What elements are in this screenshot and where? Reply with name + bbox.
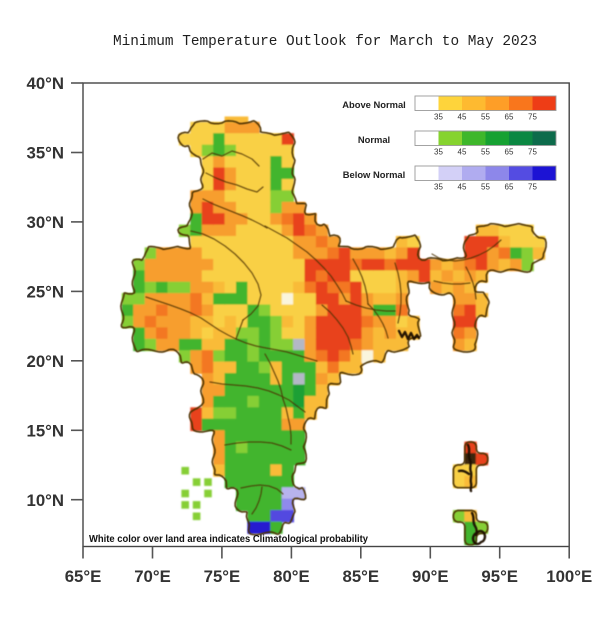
svg-text:Normal: Normal bbox=[358, 134, 390, 145]
svg-text:85°E: 85°E bbox=[343, 567, 380, 586]
svg-text:10°N: 10°N bbox=[27, 491, 65, 510]
svg-text:Below Normal: Below Normal bbox=[343, 169, 406, 180]
svg-text:35: 35 bbox=[434, 148, 443, 157]
svg-text:45: 45 bbox=[458, 183, 467, 192]
svg-text:75°E: 75°E bbox=[204, 567, 241, 586]
svg-text:25°N: 25°N bbox=[27, 283, 65, 302]
svg-text:55: 55 bbox=[481, 148, 490, 157]
svg-text:55: 55 bbox=[481, 183, 490, 192]
svg-text:65: 65 bbox=[505, 113, 514, 122]
svg-text:75: 75 bbox=[528, 113, 537, 122]
svg-text:Minimum Temperature Outlook fo: Minimum Temperature Outlook for March to… bbox=[113, 33, 537, 50]
svg-text:75: 75 bbox=[528, 148, 537, 157]
svg-text:15°N: 15°N bbox=[27, 422, 65, 441]
svg-text:95°E: 95°E bbox=[481, 567, 518, 586]
svg-text:45: 45 bbox=[458, 113, 467, 122]
svg-text:65: 65 bbox=[505, 148, 514, 157]
svg-text:55: 55 bbox=[481, 113, 490, 122]
svg-text:White color over land area ind: White color over land area indicates Cli… bbox=[89, 534, 368, 545]
svg-text:70°E: 70°E bbox=[134, 567, 171, 586]
svg-text:80°E: 80°E bbox=[273, 567, 310, 586]
svg-text:30°N: 30°N bbox=[27, 213, 65, 232]
svg-text:35: 35 bbox=[434, 113, 443, 122]
svg-text:75: 75 bbox=[528, 183, 537, 192]
svg-text:65°E: 65°E bbox=[65, 567, 102, 586]
svg-text:40°N: 40°N bbox=[27, 74, 65, 93]
svg-text:45: 45 bbox=[458, 148, 467, 157]
svg-text:90°E: 90°E bbox=[412, 567, 449, 586]
svg-text:20°N: 20°N bbox=[27, 352, 65, 371]
svg-text:65: 65 bbox=[505, 183, 514, 192]
svg-text:100°E: 100°E bbox=[546, 567, 592, 586]
svg-text:35: 35 bbox=[434, 183, 443, 192]
svg-text:35°N: 35°N bbox=[27, 144, 65, 163]
svg-text:Above Normal: Above Normal bbox=[342, 99, 406, 110]
